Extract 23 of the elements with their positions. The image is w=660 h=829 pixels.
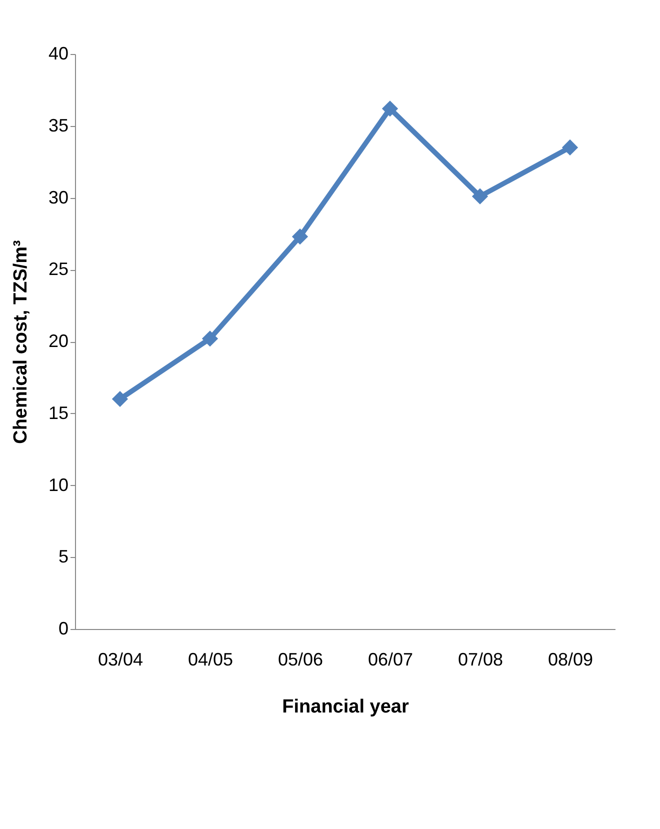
point [112,390,128,408]
x-tick-label: 08/09 [548,650,594,670]
point [472,188,488,204]
y-tick-label: 30 [48,187,68,208]
y-tick-label: 40 [48,44,68,64]
y-tick-label: 20 [48,331,68,351]
x-tick-label: 07/08 [458,650,504,670]
x-tick-label: 03/04 [98,650,144,670]
y-tick-label: 0 [58,618,68,638]
y-tick-label: 15 [48,402,68,423]
x-tick-label: 04/05 [188,650,234,670]
y-tick-label: 10 [48,474,68,495]
x-tick-label: 05/06 [278,650,324,670]
x-axis-title: Financial year [282,696,410,718]
y-tick-label: 25 [48,259,68,280]
x-tick-label: 06/07 [368,650,414,670]
y-tick-label: 5 [58,546,68,567]
y-tick-label: 35 [48,115,68,136]
point [292,228,308,245]
point [202,330,218,347]
point [562,139,578,156]
y-axis-title: Chemical cost, TZS/m³ [10,240,32,444]
point [382,100,398,117]
